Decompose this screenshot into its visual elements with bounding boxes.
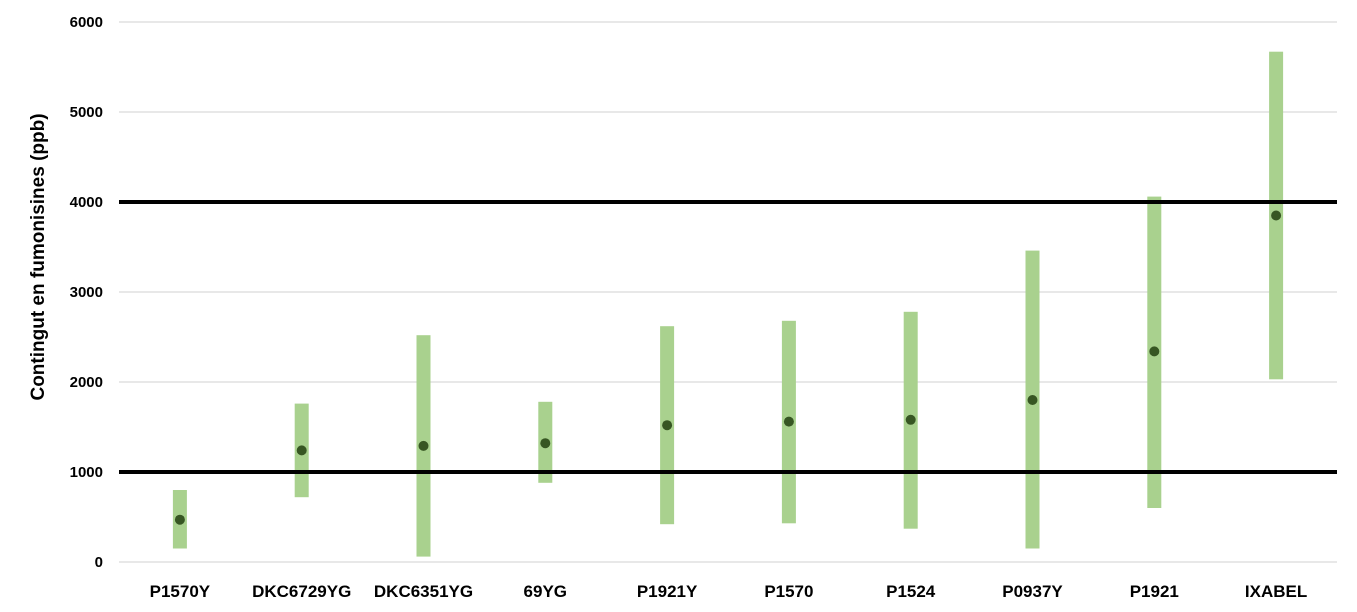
y-tick-label: 6000 [70,14,103,31]
reference-lines [119,200,1337,474]
y-tick-label: 5000 [70,104,103,121]
y-tick-label: 0 [95,554,103,571]
data-point-DKC6351YG [418,440,429,451]
y-tick-labels: 0 1000 2000 3000 4000 5000 6000 [70,14,103,571]
y-tick-label: 2000 [70,374,103,391]
data-point-DKC6729YG [296,445,307,456]
x-tick-label: DKC6729YG [252,582,351,601]
x-tick-labels: P1570Y DKC6729YG DKC6351YG 69YG P1921Y P1570 P… [150,582,1308,601]
x-tick-label: IXABEL [1245,582,1307,601]
x-tick-label: P1921 [1130,582,1179,601]
x-tick-label: DKC6351YG [374,582,473,601]
x-tick-label: P1570 [764,582,813,601]
y-axis-title: Contingut en fumonisines (ppb) [28,113,49,400]
x-tick-label: P1524 [886,582,936,601]
y-tick-label: 4000 [70,194,103,211]
x-tick-label: P1921Y [637,582,698,601]
y-tick-label: 3000 [70,284,103,301]
data-point-P1921 [1149,346,1160,357]
data-point-P0937Y [1027,395,1038,405]
x-tick-label: 69YG [524,582,567,601]
data-point-P1524 [905,414,916,425]
data-point-IXABEL [1271,210,1282,221]
data-point-P1921Y [662,420,673,431]
y-tick-label: 1000 [70,464,103,481]
x-tick-label: P0937Y [1002,582,1063,601]
data-points [174,210,1282,525]
data-point-P1570Y [174,514,185,525]
data-point-P1570 [783,416,794,427]
data-point-69YG [540,438,551,449]
range-bars [172,51,1284,557]
x-tick-label: P1570Y [150,582,211,601]
